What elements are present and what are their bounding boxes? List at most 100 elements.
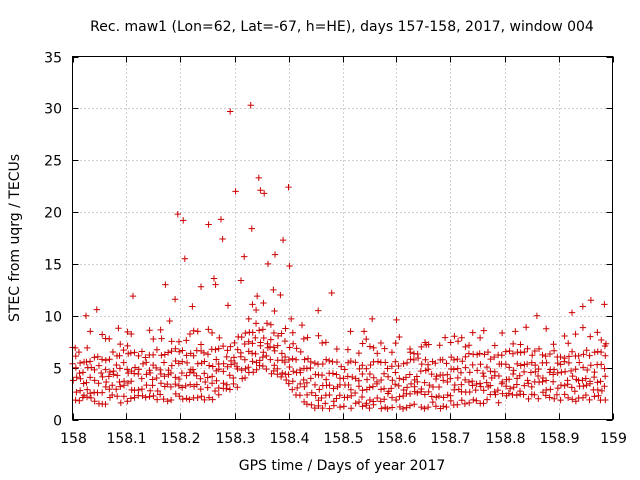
data-point xyxy=(143,371,150,378)
data-point xyxy=(209,363,216,370)
data-point xyxy=(252,320,260,327)
data-point xyxy=(270,344,278,351)
data-point xyxy=(547,386,554,393)
data-point xyxy=(230,380,237,388)
data-point xyxy=(468,378,476,385)
data-point xyxy=(549,371,557,378)
data-point xyxy=(157,326,164,334)
data-point xyxy=(516,387,524,395)
data-point xyxy=(425,388,432,396)
data-point xyxy=(565,353,573,360)
data-point xyxy=(172,390,179,398)
data-point xyxy=(95,362,103,369)
data-point xyxy=(106,335,113,343)
data-point xyxy=(82,312,90,319)
data-point xyxy=(474,367,481,374)
data-point xyxy=(120,346,127,354)
data-point xyxy=(483,379,490,386)
data-point xyxy=(392,396,400,404)
data-point xyxy=(131,364,139,371)
data-point xyxy=(413,373,421,380)
data-point xyxy=(344,394,351,401)
data-points xyxy=(69,102,610,413)
data-point xyxy=(75,348,83,356)
data-point xyxy=(241,253,248,260)
data-point xyxy=(316,386,323,393)
data-point xyxy=(487,368,494,375)
data-point xyxy=(557,396,564,404)
data-point xyxy=(352,400,359,407)
data-point xyxy=(594,386,601,394)
data-point xyxy=(447,353,455,361)
data-point xyxy=(531,347,539,355)
data-point xyxy=(312,392,319,399)
data-point xyxy=(224,347,231,354)
data-point xyxy=(99,373,106,381)
data-point xyxy=(370,344,377,352)
y-tick-label: 20 xyxy=(44,206,62,222)
data-point xyxy=(164,349,172,356)
data-point xyxy=(208,380,216,387)
data-point xyxy=(179,347,186,354)
data-point xyxy=(466,369,473,376)
data-point xyxy=(76,359,84,367)
data-point xyxy=(282,325,289,332)
data-point xyxy=(172,345,179,353)
data-point xyxy=(551,395,558,402)
data-point xyxy=(567,367,575,375)
data-point xyxy=(465,350,473,357)
data-point xyxy=(152,364,160,372)
data-point xyxy=(149,361,157,369)
data-point xyxy=(213,356,220,363)
data-point xyxy=(579,364,587,371)
data-point xyxy=(131,349,138,356)
data-point xyxy=(249,358,256,365)
data-point xyxy=(483,396,491,403)
data-point xyxy=(506,385,514,392)
data-point xyxy=(407,356,414,363)
data-point xyxy=(586,396,593,404)
data-point xyxy=(491,368,498,376)
data-point xyxy=(186,396,193,403)
data-point xyxy=(238,366,245,374)
data-point xyxy=(355,383,363,390)
data-point xyxy=(91,354,98,361)
data-point xyxy=(193,372,200,379)
data-point xyxy=(256,357,263,364)
data-point xyxy=(381,345,388,352)
data-point xyxy=(509,350,517,357)
data-point xyxy=(382,359,389,366)
data-point xyxy=(565,359,573,367)
data-point xyxy=(462,343,469,351)
data-point xyxy=(571,388,579,395)
data-point xyxy=(175,382,183,389)
data-point xyxy=(208,373,216,380)
data-point xyxy=(72,364,80,371)
data-point xyxy=(520,368,528,376)
data-point xyxy=(161,351,169,358)
data-point xyxy=(333,358,341,366)
data-point xyxy=(135,366,142,373)
data-point xyxy=(336,392,344,399)
data-point xyxy=(285,183,292,191)
data-point xyxy=(129,292,137,300)
data-point xyxy=(113,361,120,369)
data-point xyxy=(388,385,395,392)
data-point xyxy=(495,372,503,380)
data-point xyxy=(143,381,150,389)
data-point xyxy=(389,377,396,384)
data-point xyxy=(524,345,531,352)
data-point xyxy=(520,391,527,398)
data-point xyxy=(454,374,461,382)
data-point xyxy=(84,386,91,393)
data-point xyxy=(561,354,568,362)
data-point xyxy=(99,331,106,338)
data-point xyxy=(360,328,368,335)
data-point xyxy=(167,369,175,377)
data-point xyxy=(444,378,451,386)
data-point xyxy=(197,385,204,393)
data-point xyxy=(542,325,550,332)
data-point xyxy=(149,382,156,389)
data-point xyxy=(86,374,94,381)
